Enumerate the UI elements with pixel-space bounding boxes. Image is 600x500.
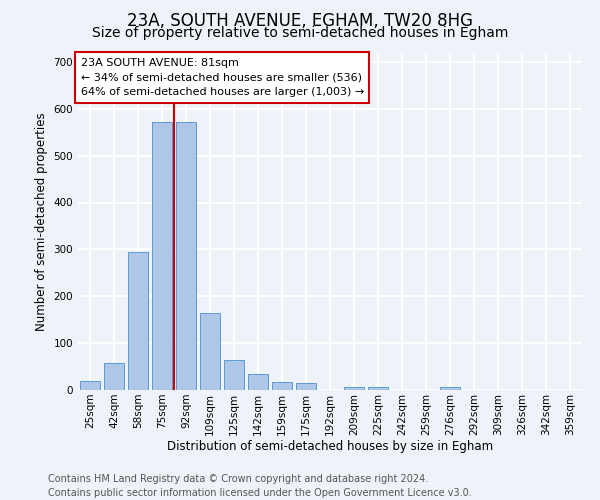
Text: 23A SOUTH AVENUE: 81sqm
← 34% of semi-detached houses are smaller (536)
64% of s: 23A SOUTH AVENUE: 81sqm ← 34% of semi-de… — [80, 58, 364, 97]
Y-axis label: Number of semi-detached properties: Number of semi-detached properties — [35, 112, 48, 330]
Bar — [296, 383, 316, 390]
Text: Size of property relative to semi-detached houses in Egham: Size of property relative to semi-detach… — [92, 26, 508, 40]
Bar — [200, 312, 220, 390]
Bar — [128, 252, 148, 390]
Bar — [272, 382, 292, 390]
X-axis label: Distribution of semi-detached houses by size in Egham: Distribution of semi-detached houses by … — [167, 440, 493, 454]
Bar — [368, 386, 388, 390]
Bar — [224, 360, 244, 390]
Text: Contains HM Land Registry data © Crown copyright and database right 2024.
Contai: Contains HM Land Registry data © Crown c… — [48, 474, 472, 498]
Text: 23A, SOUTH AVENUE, EGHAM, TW20 8HG: 23A, SOUTH AVENUE, EGHAM, TW20 8HG — [127, 12, 473, 30]
Bar — [104, 364, 124, 390]
Bar — [440, 386, 460, 390]
Bar — [248, 374, 268, 390]
Bar — [80, 380, 100, 390]
Bar — [176, 122, 196, 390]
Bar — [344, 386, 364, 390]
Bar — [152, 122, 172, 390]
